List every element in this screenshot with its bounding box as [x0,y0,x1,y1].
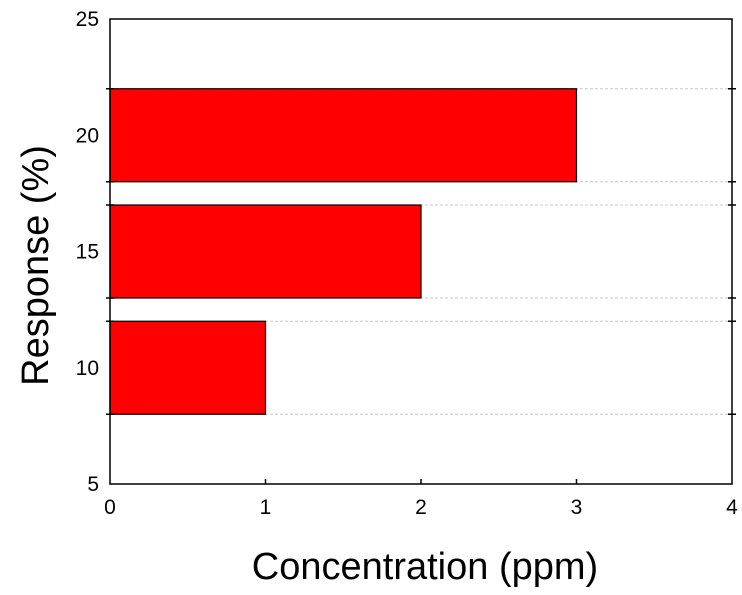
bars [109,88,578,415]
y-tick-label: 20 [76,124,99,147]
x-tick-labels: 0 1 2 3 4 [104,496,738,519]
y-tick-label: 25 [76,8,99,31]
x-tick-label: 3 [571,496,583,519]
y-axis-label: Response (%) [15,145,57,386]
y-tick-label: 10 [76,357,99,380]
x-axis-label: Concentration (ppm) [252,546,598,588]
x-tick-label: 1 [260,496,272,519]
x-tick-label: 2 [415,496,427,519]
bar [109,88,578,183]
y-tick-label: 5 [87,473,99,496]
bar [109,204,422,299]
y-tick-labels: 5 10 15 20 25 [76,8,99,496]
axis-ticks [106,88,736,484]
x-tick-label: 0 [104,496,116,519]
y-tick-label: 15 [76,241,99,264]
x-tick-label: 4 [726,496,738,519]
bar [109,320,267,415]
